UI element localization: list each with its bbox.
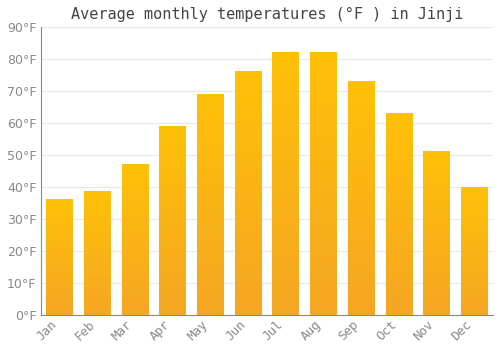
Title: Average monthly temperatures (°F ) in Jinji: Average monthly temperatures (°F ) in Ji… — [70, 7, 463, 22]
